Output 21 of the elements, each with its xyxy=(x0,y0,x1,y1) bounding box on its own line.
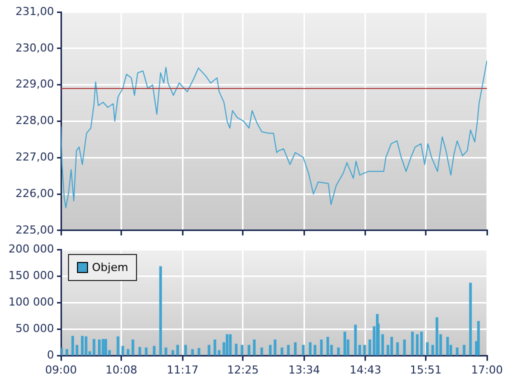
x-tick-label: 15:51 xyxy=(410,363,442,376)
y-tick-label: 100 000 xyxy=(8,296,54,309)
x-tick-label: 11:17 xyxy=(166,363,198,376)
y-tick-label: 228,00 xyxy=(16,114,54,128)
x-tick-label: 09:00 xyxy=(45,363,77,376)
y-tick-label: 50 000 xyxy=(16,322,54,336)
y-tick-label: 0 xyxy=(47,348,54,362)
y-tick-label: 230,00 xyxy=(16,41,54,54)
x-tick-label: 17:00 xyxy=(471,363,503,376)
y-tick-label: 229,00 xyxy=(16,78,54,91)
x-tick-label: 13:34 xyxy=(288,363,320,376)
x-tick-label: 12:25 xyxy=(227,363,259,376)
y-tick-label: 226,00 xyxy=(16,186,54,200)
legend-label: Objem xyxy=(92,261,128,274)
y-tick-label: 225,00 xyxy=(16,223,54,236)
y-tick-label: 227,00 xyxy=(16,150,54,164)
x-tick-label: 10:08 xyxy=(105,363,138,376)
y-tick-label: 200 000 xyxy=(8,242,54,256)
y-tick-label: 150 000 xyxy=(8,269,54,282)
y-tick-label: 231,00 xyxy=(16,4,54,18)
x-tick-label: 14:43 xyxy=(350,363,382,376)
